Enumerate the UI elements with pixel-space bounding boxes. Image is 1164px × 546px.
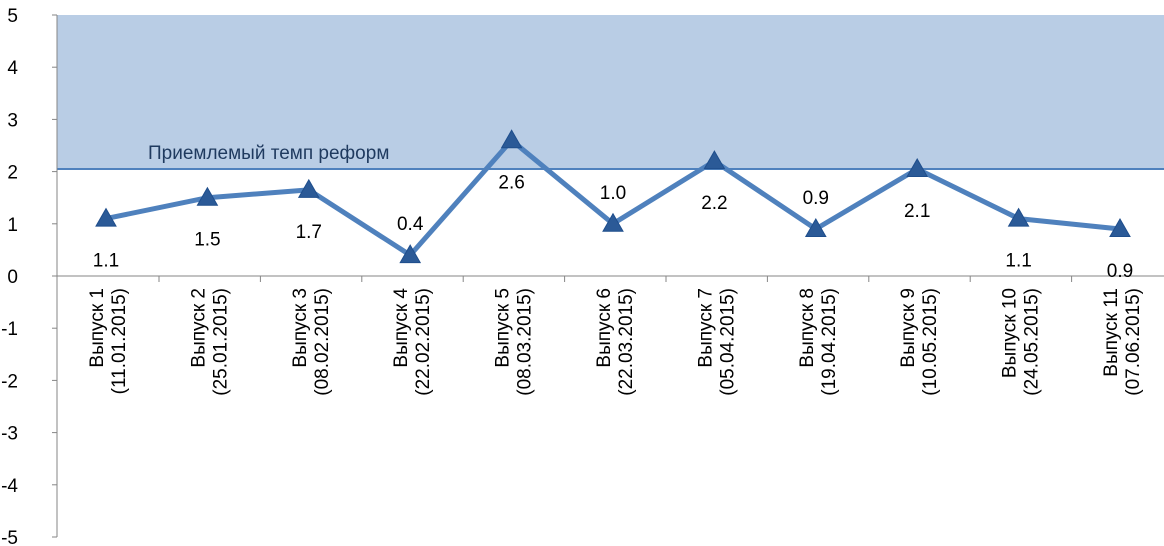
data-label: 1.0 <box>600 183 626 204</box>
data-label: 1.1 <box>1005 251 1031 272</box>
y-tick-label: -3 <box>1 424 18 445</box>
category-label: Выпуск 8(19.04.2015) <box>797 288 840 396</box>
category-label: Выпуск 6(22.03.2015) <box>594 288 637 396</box>
threshold-label: Приемлемый темп реформ <box>148 143 389 164</box>
category-label: Выпуск 4(22.02.2015) <box>391 288 434 396</box>
data-point-marker <box>703 150 726 170</box>
data-label: 0.9 <box>803 188 829 209</box>
category-label: Выпуск 1(11.01.2015) <box>87 288 130 394</box>
data-point-marker <box>906 157 929 177</box>
data-labels: 1.1 1.5 1.7 0.4 2.6 1.0 2.2 0.9 2.1 1.1 0.9 <box>93 172 1133 282</box>
category-label: Выпуск 11(07.06.2015) <box>1101 288 1144 396</box>
data-point-marker <box>1109 218 1131 238</box>
data-label: 1.7 <box>296 222 322 243</box>
y-tick-label: 0 <box>7 267 18 288</box>
y-tick-label: 3 <box>7 110 18 131</box>
category-label: Выпуск 2(25.01.2015) <box>188 288 231 396</box>
category-label: Выпуск 9(10.05.2015) <box>898 288 941 396</box>
data-label: 0.4 <box>397 214 424 235</box>
data-label: 2.1 <box>904 201 930 222</box>
data-label: 0.9 <box>1107 261 1133 282</box>
y-tick-label: 5 <box>7 6 18 27</box>
y-tick-label: 1 <box>7 215 18 236</box>
data-label: 2.2 <box>701 193 727 214</box>
y-tick-label: 4 <box>7 58 18 79</box>
y-tick-label: 2 <box>7 163 18 184</box>
y-tick-label: -1 <box>1 319 18 340</box>
data-label: 1.5 <box>194 230 220 251</box>
data-point-marker <box>804 218 827 238</box>
y-tick-label: -5 <box>1 528 18 546</box>
category-label: Выпуск 10(24.05.2015) <box>1000 288 1043 396</box>
data-point-marker <box>500 129 523 149</box>
y-tick-label: -4 <box>1 476 18 497</box>
category-label: Выпуск 3(08.02.2015) <box>290 288 333 396</box>
data-point-marker <box>196 186 219 206</box>
acceptable-zone-fill <box>57 15 1164 169</box>
data-point-marker <box>399 244 422 264</box>
data-label: 2.6 <box>498 172 524 193</box>
data-point-marker <box>1007 207 1030 227</box>
data-label: 1.1 <box>93 251 119 272</box>
y-tick-label: -2 <box>1 371 18 392</box>
y-tick-labels: -5 -4 -3 -2 -1 0 1 2 3 4 5 <box>1 6 57 546</box>
category-labels: Выпуск 1(11.01.2015) Выпуск 2(25.01.2015)… <box>87 276 1144 396</box>
category-label: Выпуск 7(05.04.2015) <box>695 288 738 396</box>
series <box>95 129 1131 264</box>
data-point-marker <box>602 212 624 232</box>
data-point-marker <box>95 207 117 227</box>
category-label: Выпуск 5(08.03.2015) <box>493 288 536 396</box>
data-point-marker <box>297 178 320 198</box>
acceptable-zone-band: Приемлемый темп реформ <box>57 15 1164 170</box>
